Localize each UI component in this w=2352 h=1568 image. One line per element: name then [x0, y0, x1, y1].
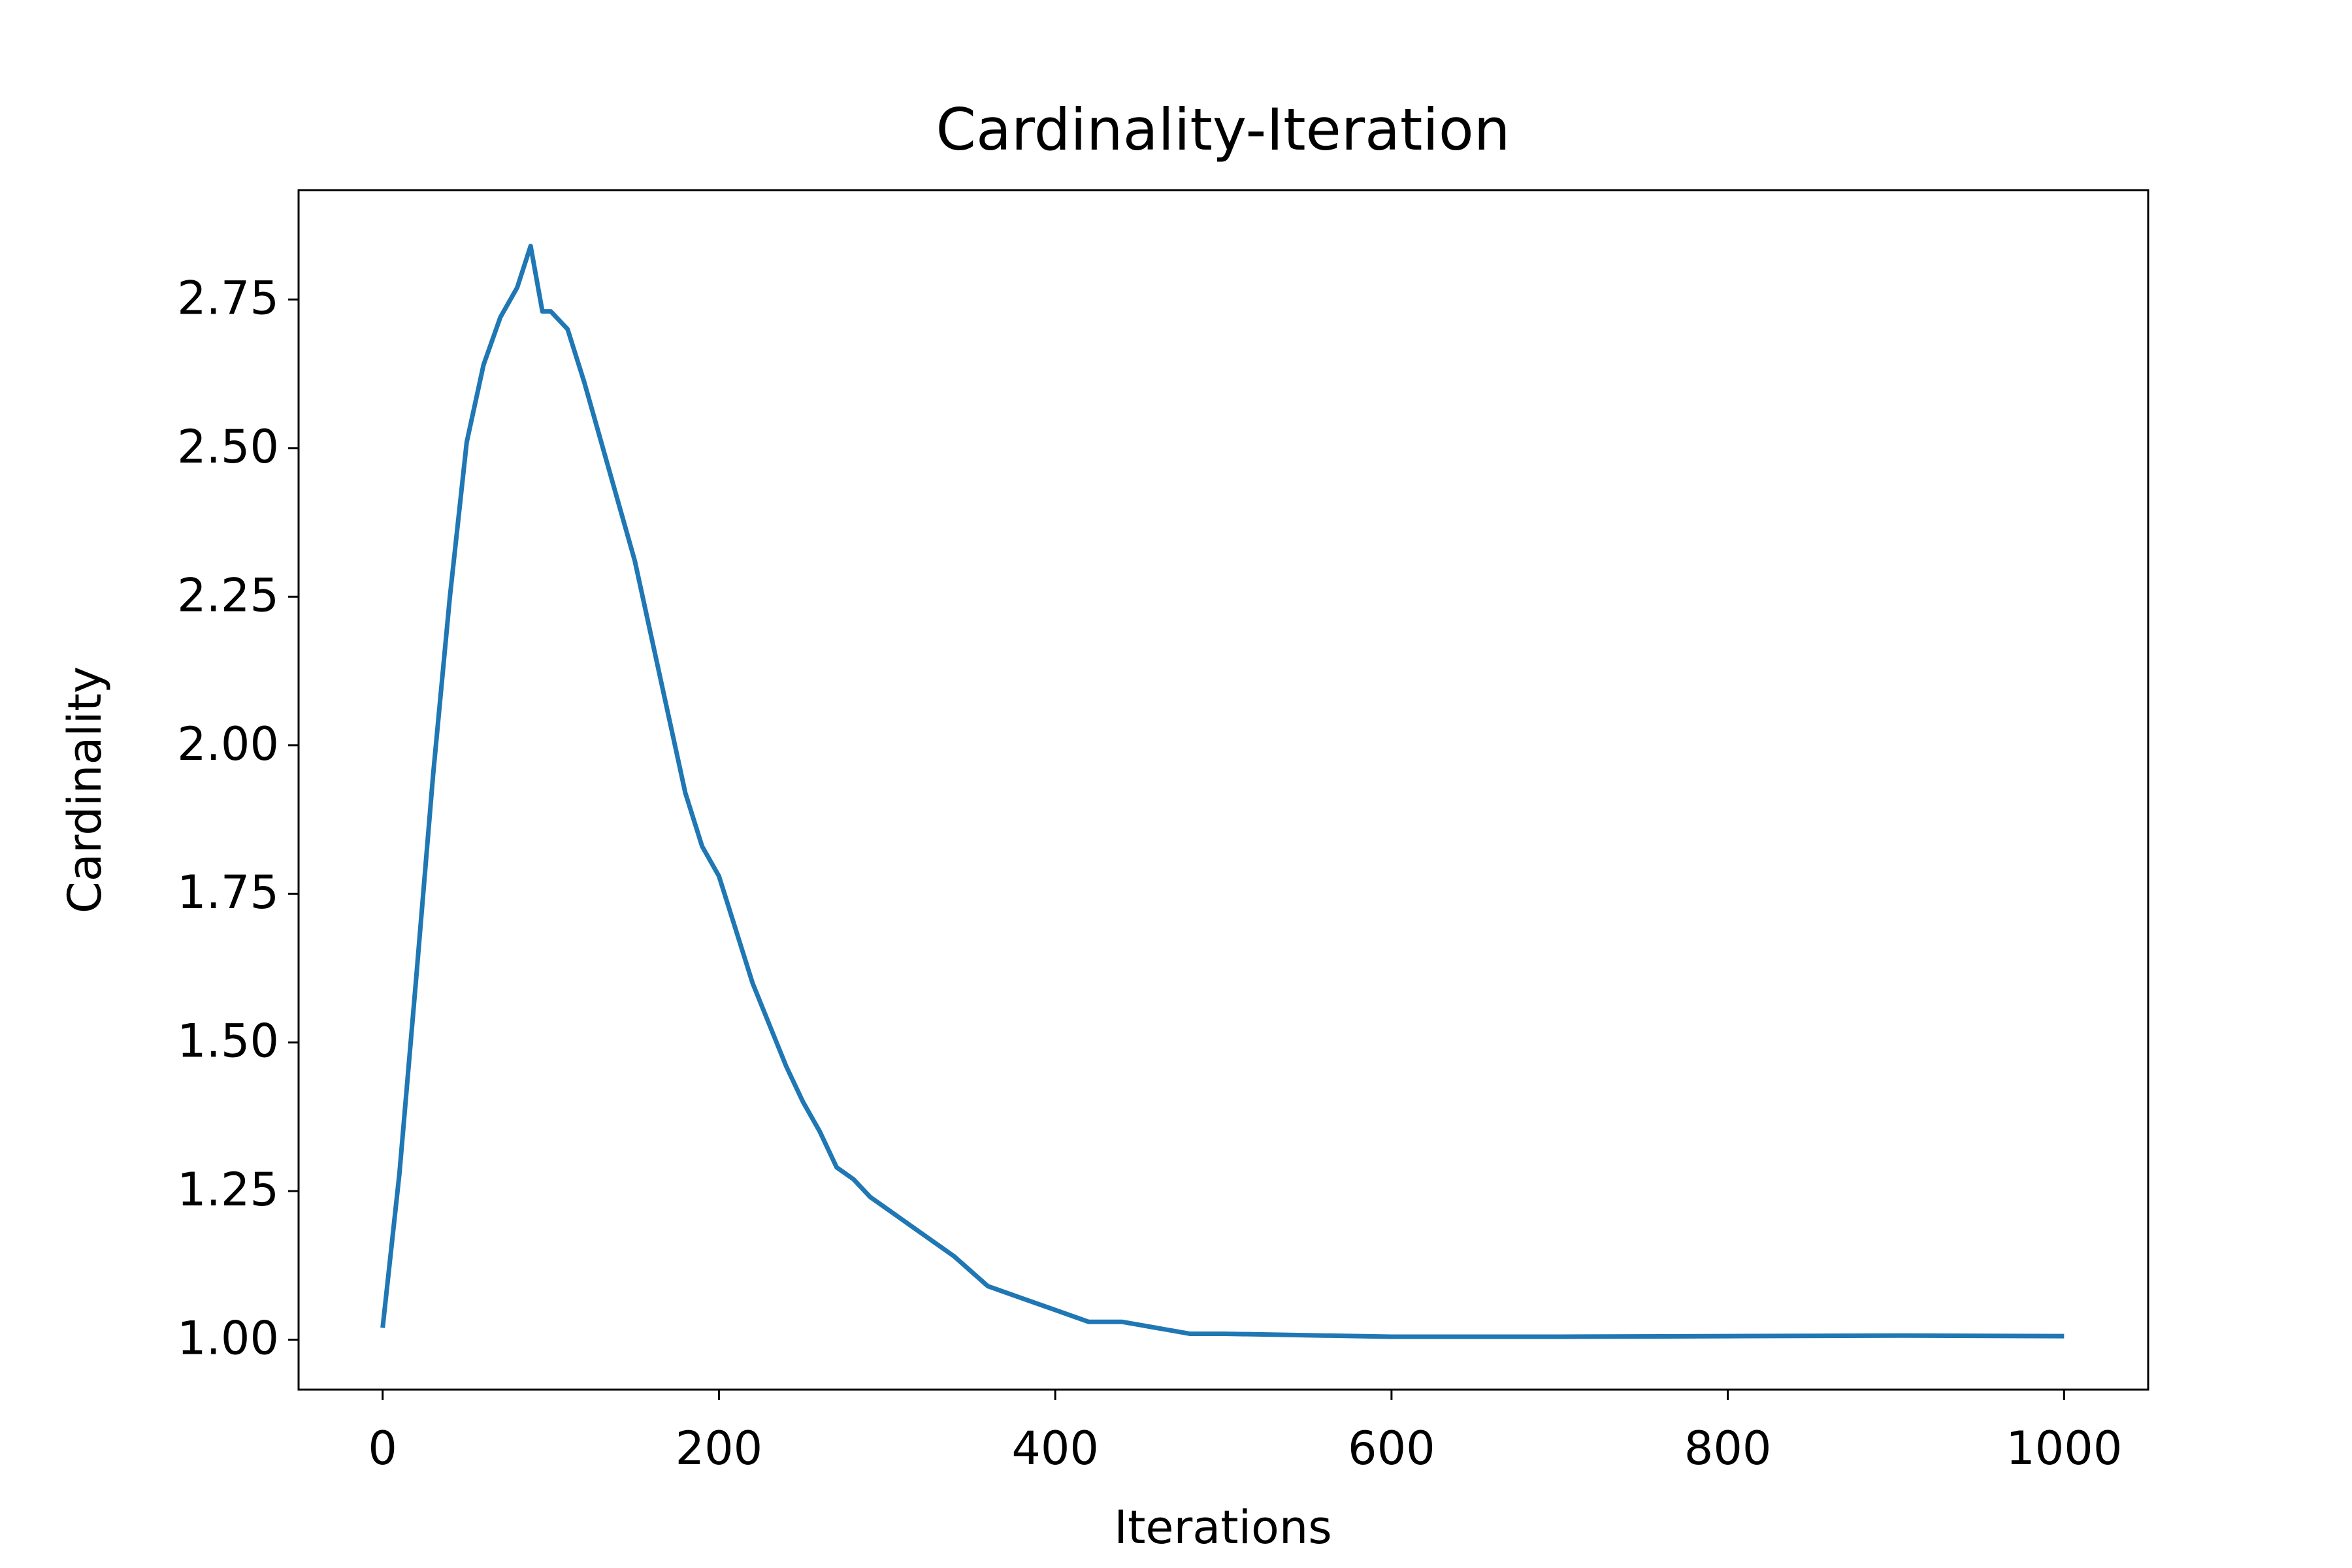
y-tick-label: 1.75: [177, 866, 279, 919]
chart-title: Cardinality-Iteration: [936, 96, 1511, 163]
x-tick-label: 1000: [2006, 1422, 2122, 1475]
x-tick-label: 800: [1684, 1422, 1772, 1475]
line-series: [380, 244, 2065, 1339]
y-tick-label: 1.00: [177, 1312, 279, 1365]
plot-frame: [297, 189, 2149, 1391]
x-tick-label: 600: [1348, 1422, 1435, 1475]
x-tick-label: 0: [368, 1422, 397, 1475]
x-axis-label: Iterations: [1114, 1501, 1331, 1554]
y-tick-label: 2.25: [177, 568, 279, 622]
x-tick-label: 400: [1011, 1422, 1099, 1475]
y-tick-label: 1.25: [177, 1163, 279, 1217]
x-tick-label: 200: [676, 1422, 763, 1475]
y-tick-label: 2.00: [177, 717, 279, 771]
y-tick-label: 1.50: [177, 1015, 279, 1068]
y-tick-label: 2.75: [177, 271, 279, 325]
y-tick-label: 2.50: [177, 420, 279, 474]
y-axis-label: Cardinality: [58, 666, 112, 913]
